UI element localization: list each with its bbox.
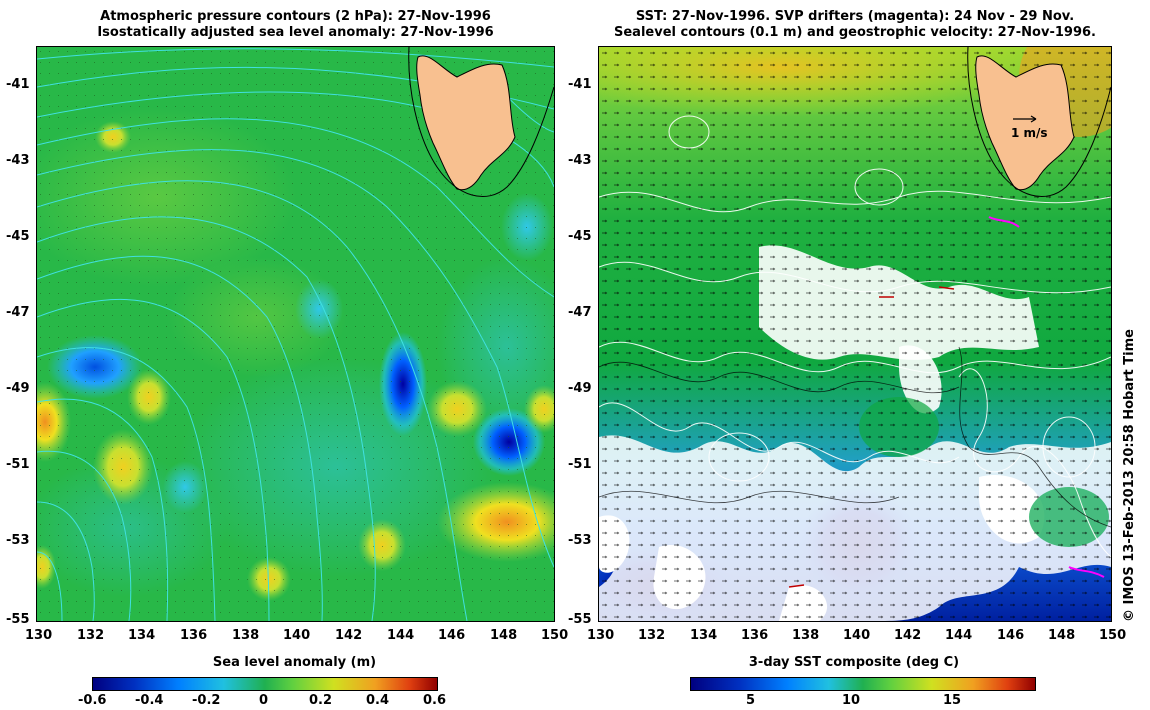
lat-tick: -49: [568, 381, 592, 396]
lon-tick: 146: [997, 628, 1025, 643]
imos-credit: © IMOS 13-Feb-2013 20:58 Hobart Time: [1122, 329, 1137, 622]
colorbar-tick: 5: [746, 693, 756, 708]
lon-tick: 136: [741, 628, 769, 643]
lon-tick: 134: [690, 628, 718, 643]
sst-colorbar: [690, 677, 1036, 691]
lon-tick: 142: [335, 628, 363, 643]
right-title-line2: Sealevel contours (0.1 m) and geostrophi…: [614, 25, 1096, 40]
sea-level-anomaly-map: [36, 46, 555, 622]
lat-tick: -55: [568, 612, 592, 627]
lon-tick: 148: [490, 628, 518, 643]
colorbar-tick: 0.4: [366, 693, 390, 708]
lon-tick: 140: [283, 628, 311, 643]
lat-tick: -41: [568, 77, 592, 92]
lon-tick: 144: [945, 628, 973, 643]
lon-tick: 130: [25, 628, 53, 643]
lon-tick: 142: [894, 628, 922, 643]
lat-tick: -47: [568, 305, 592, 320]
left-title-line2: Isostatically adjusted sea level anomaly…: [97, 25, 494, 40]
colorbar-tick: -0.4: [135, 693, 164, 708]
lon-tick: 144: [387, 628, 415, 643]
sst-map: 1 m/s: [598, 46, 1112, 622]
lat-tick: -45: [568, 229, 592, 244]
sea-level-colorbar: [92, 677, 438, 691]
lon-tick: 134: [128, 628, 156, 643]
lat-tick: -51: [568, 457, 592, 472]
lon-tick: 150: [1099, 628, 1127, 643]
lat-tick: -49: [6, 381, 30, 396]
lat-tick: -51: [6, 457, 30, 472]
lon-tick: 140: [843, 628, 871, 643]
lat-tick: -45: [6, 229, 30, 244]
lon-tick: 130: [587, 628, 615, 643]
lon-tick: 138: [792, 628, 820, 643]
colorbar-tick: 15: [943, 693, 962, 708]
right-title-line1: SST: 27-Nov-1996. SVP drifters (magenta)…: [635, 9, 1075, 24]
colorbar-tick: 10: [842, 693, 861, 708]
lon-tick: 148: [1048, 628, 1076, 643]
lon-tick: 132: [638, 628, 666, 643]
lon-tick: 150: [541, 628, 569, 643]
colorbar-tick: 0.6: [423, 693, 447, 708]
lon-tick: 136: [180, 628, 208, 643]
velocity-scale-label: 1 m/s: [1011, 126, 1048, 140]
lat-tick: -43: [568, 153, 592, 168]
right-colorbar-label: 3-day SST composite (deg C): [748, 655, 960, 670]
left-colorbar-label: Sea level anomaly (m): [212, 655, 377, 670]
lat-tick: -53: [568, 533, 592, 548]
lon-tick: 146: [438, 628, 466, 643]
lon-tick: 138: [232, 628, 260, 643]
left-title-line1: Atmospheric pressure contours (2 hPa): 2…: [100, 9, 491, 24]
colorbar-tick: 0: [259, 693, 269, 708]
colorbar-tick: -0.6: [78, 693, 107, 708]
lat-tick: -53: [6, 533, 30, 548]
lat-tick: -55: [6, 612, 30, 627]
colorbar-tick: 0.2: [309, 693, 333, 708]
colorbar-tick: -0.2: [192, 693, 221, 708]
lat-tick: -47: [6, 305, 30, 320]
lat-tick: -43: [6, 153, 30, 168]
lon-tick: 132: [77, 628, 105, 643]
lat-tick: -41: [6, 77, 30, 92]
